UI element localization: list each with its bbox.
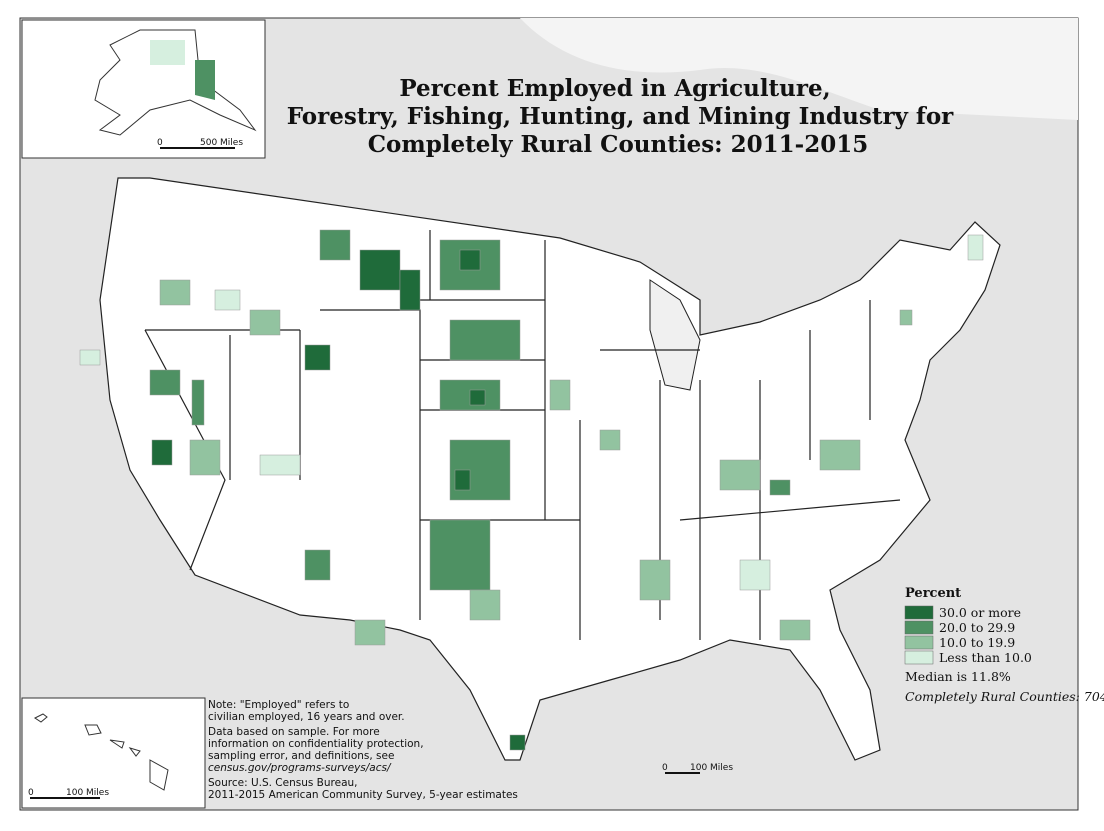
legend-title: Percent <box>905 586 961 601</box>
scale-label: 0 <box>662 763 668 773</box>
county-patches <box>79 229 984 751</box>
legend-swatch <box>904 620 934 635</box>
scale-label: 100 Miles <box>690 763 733 773</box>
note-line: Data based on sample. For more <box>208 726 380 738</box>
legend-median: Median is 11.8% <box>905 669 1011 684</box>
water <box>520 18 1078 120</box>
note-line: Note: "Employed" refers to <box>208 699 349 711</box>
hawaii-islands <box>34 713 169 791</box>
title-line: Percent Employed in Agriculture, <box>399 75 830 102</box>
note-line: information on confidentiality protectio… <box>208 738 424 750</box>
alaska-patch <box>195 60 215 100</box>
note-line: 2011-2015 American Community Survey, 5-y… <box>208 789 518 801</box>
legend: Percent Median is 11.8% Completely Rural… <box>904 586 1104 704</box>
note-line: census.gov/programs-surveys/acs/ <box>208 762 392 774</box>
alaska-shape <box>94 29 257 136</box>
scale-label: 100 Miles <box>66 788 109 798</box>
note-line: Source: U.S. Census Bureau, <box>208 777 358 789</box>
note-line: civilian employed, 16 years and over. <box>208 711 405 723</box>
title-line: Forestry, Fishing, Hunting, and Mining I… <box>287 103 954 130</box>
legend-label: 30.0 or more <box>939 605 1021 620</box>
legend-label: 10.0 to 19.9 <box>939 635 1015 650</box>
legend-label: Less than 10.0 <box>939 650 1032 665</box>
legend-swatch <box>904 635 934 650</box>
alaska-patch <box>150 40 185 65</box>
hawaii-inset <box>21 697 206 809</box>
legend-label: 20.0 to 29.9 <box>939 620 1015 635</box>
legend-swatch <box>904 650 934 665</box>
scale-label: 500 Miles <box>200 138 243 148</box>
lake-michigan <box>649 279 701 391</box>
scale-label: 0 <box>28 788 34 798</box>
scale-label: 0 <box>157 138 163 148</box>
note-line: sampling error, and definitions, see <box>208 750 394 762</box>
title-line: Completely Rural Counties: 2011-2015 <box>368 131 869 158</box>
legend-count: Completely Rural Counties: 704 <box>905 689 1104 704</box>
legend-swatch <box>904 605 934 620</box>
